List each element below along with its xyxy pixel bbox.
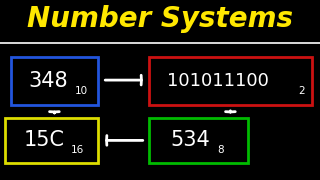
- Text: 16: 16: [71, 145, 84, 155]
- Text: 10: 10: [75, 86, 88, 96]
- Text: 348: 348: [28, 71, 68, 91]
- Text: Number Systems: Number Systems: [27, 5, 293, 33]
- Text: 15C: 15C: [24, 130, 65, 150]
- Text: 101011100: 101011100: [167, 72, 268, 90]
- Text: 8: 8: [218, 145, 224, 155]
- Text: 2: 2: [298, 86, 305, 96]
- Text: 534: 534: [171, 130, 211, 150]
